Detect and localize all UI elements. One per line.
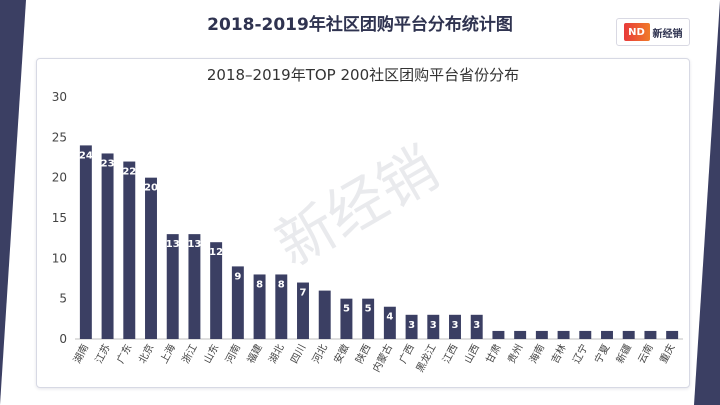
x-tick-label: 海南	[526, 342, 547, 366]
bar-value-label: 22	[122, 167, 136, 178]
x-tick-label: 湖南	[70, 342, 91, 366]
logo-icon: ND	[623, 23, 650, 41]
y-tick-label: 0	[59, 332, 67, 346]
bar-value-label: 3	[473, 320, 480, 331]
x-tick-label: 广西	[397, 342, 417, 365]
x-tick-label: 黑龙江	[413, 342, 439, 375]
bar-value-label: 13	[166, 239, 180, 250]
x-tick-label: 河南	[222, 342, 243, 366]
bar-value-label: 8	[278, 279, 285, 290]
bar	[123, 161, 136, 339]
bar	[101, 153, 114, 339]
bar	[514, 330, 527, 339]
bar-value-label: 9	[234, 271, 241, 282]
bar-chart: 新经销 2018–2019年TOP 200社区团购平台省份分布 0 5 10 15 20 25…	[52, 66, 683, 375]
bar	[297, 282, 309, 339]
x-tick-label: 贵州	[505, 342, 526, 366]
x-tick-label: 江苏	[92, 342, 113, 366]
bar-value-label: 13	[187, 239, 201, 250]
brand-logo: ND 新经销	[616, 18, 690, 46]
bar-value-label: 12	[209, 247, 223, 258]
left-decor-panel	[0, 0, 26, 405]
bar	[275, 274, 288, 339]
x-tick-label: 广东	[114, 342, 135, 366]
bar	[340, 298, 353, 339]
bar-value-label: 7	[300, 288, 307, 299]
bar	[470, 314, 483, 339]
bar	[210, 242, 223, 339]
bar	[362, 298, 375, 339]
y-tick-label: 5	[59, 292, 67, 306]
y-tick-label: 20	[52, 171, 67, 185]
x-tick-label: 新疆	[613, 342, 634, 366]
bar	[79, 145, 92, 339]
bar	[318, 290, 331, 339]
bar	[188, 234, 201, 339]
bar	[557, 330, 570, 339]
y-tick-label: 30	[52, 90, 67, 104]
y-tick-label: 15	[52, 211, 67, 225]
bar	[579, 330, 592, 339]
bar	[145, 177, 157, 339]
bar-value-label: 23	[101, 158, 115, 169]
right-decor-panel	[694, 0, 720, 405]
bar-value-label: 5	[365, 304, 372, 315]
bar	[166, 234, 179, 339]
page-title: 2018-2019年社区团购平台分布统计图	[207, 15, 513, 35]
x-tick-label: 安徽	[331, 342, 352, 366]
x-tick-label: 辽宁	[570, 342, 591, 366]
x-tick-label: 浙江	[180, 342, 200, 365]
x-tick-label: 河北	[310, 342, 330, 365]
x-tick-label: 山东	[201, 342, 222, 366]
y-tick-label: 10	[52, 251, 67, 265]
chart-title: 2018–2019年TOP 200社区团购平台省份分布	[207, 66, 519, 84]
bar	[253, 274, 266, 339]
x-tick-label: 江西	[440, 342, 460, 365]
watermark-text: 新经销	[265, 134, 450, 280]
bar	[666, 330, 679, 339]
x-tick-label: 四川	[289, 343, 308, 366]
x-tick-label: 重庆	[657, 342, 678, 366]
x-tick-label: 福建	[244, 342, 265, 366]
bar	[535, 330, 548, 339]
x-tick-label: 云南	[635, 342, 656, 366]
bar-value-label: 3	[430, 320, 437, 331]
bar	[405, 314, 418, 339]
y-tick-label: 25	[52, 130, 67, 144]
bar	[622, 330, 635, 339]
x-tick-label: 湖北	[267, 342, 287, 365]
bar	[231, 266, 244, 339]
bar-value-label: 20	[144, 183, 158, 194]
bar	[427, 314, 440, 339]
bar	[492, 330, 505, 339]
x-tick-label: 上海	[157, 342, 178, 366]
bar	[449, 314, 461, 339]
bar	[601, 330, 613, 339]
bar-value-label: 3	[408, 320, 415, 331]
chart-card: 新经销 2018–2019年TOP 200社区团购平台省份分布 0 5 10 15 20 25…	[36, 58, 690, 388]
bar-value-label: 24	[79, 150, 93, 161]
x-tick-label: 吉林	[548, 342, 569, 366]
bar	[644, 330, 657, 339]
x-tick-label: 北京	[135, 342, 156, 366]
x-tick-label: 甘肃	[483, 342, 504, 366]
bar-value-label: 3	[452, 320, 459, 331]
bar-value-label: 4	[386, 312, 393, 323]
x-tick-label: 陕西	[353, 342, 374, 366]
bar-value-label: 8	[256, 279, 263, 290]
x-tick-label: 内蒙古	[370, 342, 396, 375]
logo-text: 新经销	[652, 28, 683, 40]
x-tick-label: 宁夏	[591, 342, 612, 366]
bar	[383, 306, 396, 339]
bar-value-label: 5	[343, 304, 350, 315]
x-tick-label: 山西	[462, 342, 482, 365]
